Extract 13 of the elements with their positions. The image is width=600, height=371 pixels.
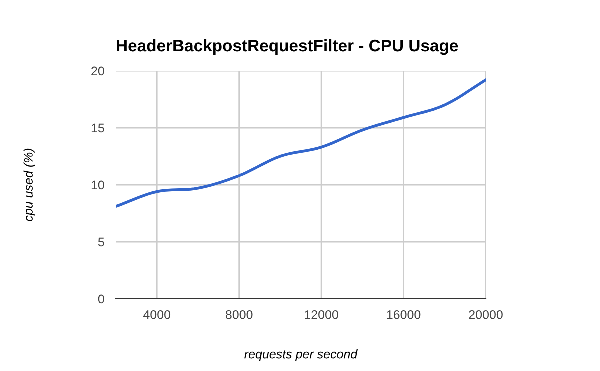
x-tick-label: 20000: [469, 310, 503, 320]
x-tick-label: 4000: [143, 310, 171, 320]
y-tick-label: 10: [92, 180, 104, 190]
y-tick-label: 20: [92, 66, 104, 76]
y-tick-label: 5: [98, 238, 104, 247]
y-tick-label: 15: [92, 124, 104, 133]
y-tick-label: 0: [98, 294, 104, 304]
x-axis-title: requests per second: [244, 350, 358, 362]
x-tick-label: 12000: [305, 310, 338, 320]
chart-title: HeaderBackpostRequestFilter - CPU Usage: [117, 39, 458, 56]
x-tick-label: 16000: [387, 310, 421, 320]
x-tick-label: 8000: [226, 310, 253, 320]
y-axis-title: cpu used (%): [24, 148, 36, 222]
